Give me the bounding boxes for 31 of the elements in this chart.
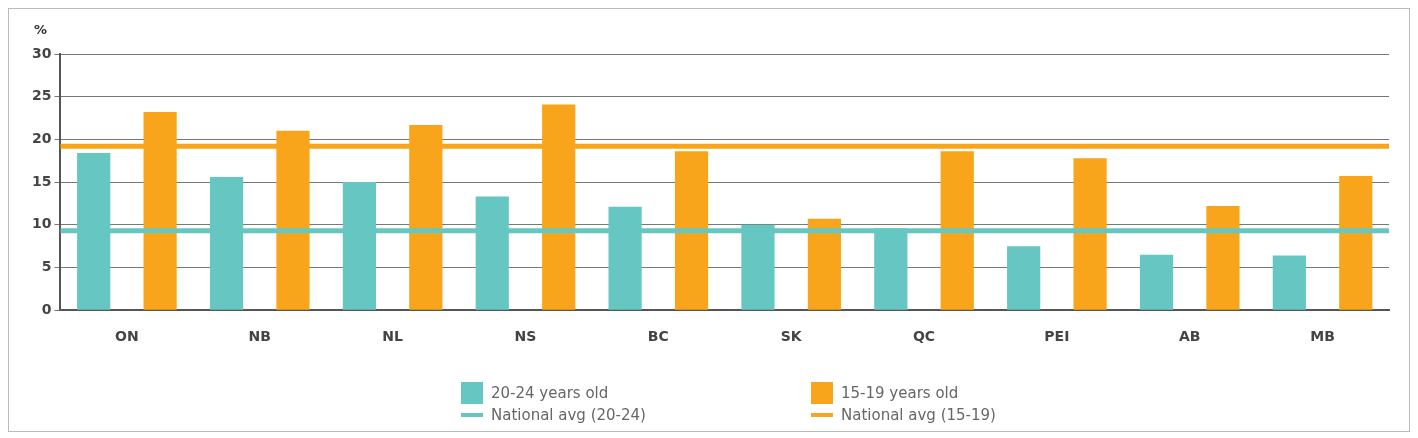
y-tick-label: 5: [41, 258, 52, 275]
y-tick-label: 0: [41, 300, 52, 317]
x-tick-label: MB: [1310, 328, 1335, 345]
bar: [1206, 206, 1240, 310]
x-tick-label: PEI: [1044, 328, 1070, 345]
y-tick-label: 25: [32, 87, 52, 104]
legend-label: National avg (20-24): [491, 406, 646, 424]
bar: [674, 151, 709, 310]
bar: [1339, 176, 1373, 310]
legend-label: National avg (15-19): [841, 406, 996, 424]
y-tick-label: 15: [32, 172, 52, 189]
x-tick-label: ON: [115, 328, 139, 345]
y-axis-title: %: [33, 22, 47, 37]
x-tick-label: QC: [912, 328, 936, 345]
x-tick-label: AB: [1178, 328, 1201, 345]
y-tick-label: 30: [32, 44, 52, 61]
y-tick-label: 10: [32, 215, 52, 232]
x-tick-label: BC: [647, 328, 669, 345]
bar: [940, 151, 974, 310]
bar: [1139, 254, 1174, 310]
x-tick-label: SK: [780, 328, 803, 345]
legend-label: 20-24 years old: [491, 384, 609, 402]
bar: [1272, 255, 1306, 310]
bar: [1073, 158, 1107, 310]
x-tick-label: NL: [382, 328, 404, 345]
legend-label: 15-19 years old: [841, 384, 959, 402]
x-tick-label: NS: [514, 328, 537, 345]
y-tick-label: 20: [32, 130, 52, 147]
bar: [1007, 246, 1041, 310]
bar: [807, 218, 841, 310]
x-tick-label: NB: [248, 328, 271, 345]
